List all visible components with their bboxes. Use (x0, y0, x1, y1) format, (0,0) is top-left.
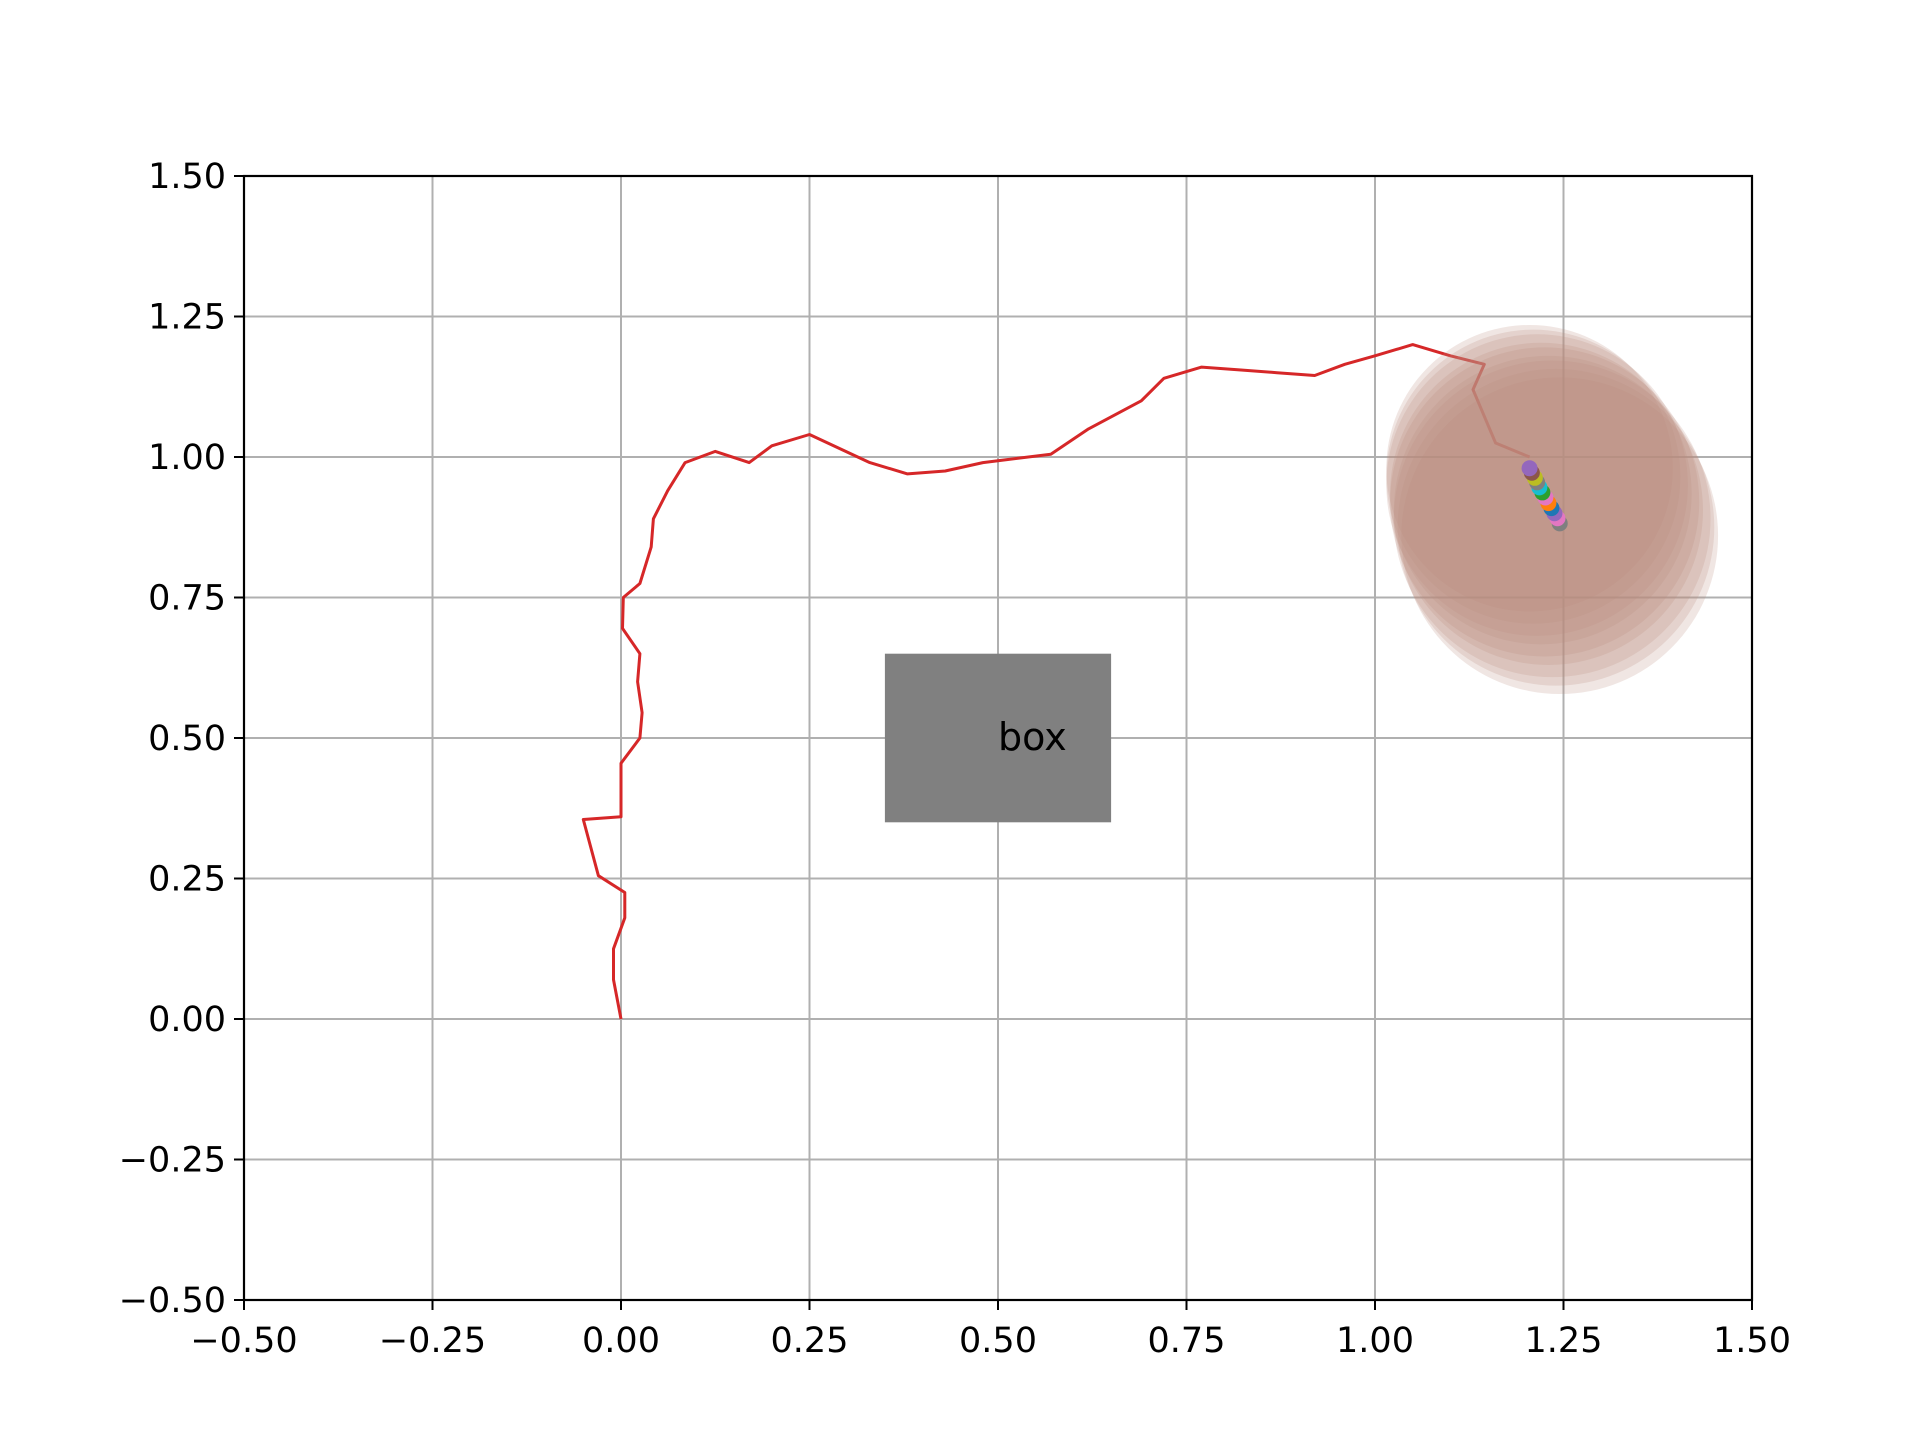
y-tick-label-1: −0.25 (119, 1141, 226, 1181)
x-tick-label-0: −0.50 (190, 1321, 297, 1361)
trajectory-line (581, 343, 1531, 1020)
y-tick-label-2: 0.00 (148, 1000, 226, 1040)
plot-marks: box (581, 324, 1719, 1020)
axes: −0.50 −0.25 0.00 0.25 0.50 0.75 1.00 1.25 1.50 −0… (119, 157, 1791, 1361)
x-tick-label-6: 1.00 (1336, 1321, 1414, 1361)
x-tick-label-7: 1.25 (1525, 1321, 1603, 1361)
x-tick-label-8: 1.50 (1713, 1321, 1791, 1361)
x-tick-label-3: 0.25 (771, 1321, 849, 1361)
y-tick-label-7: 1.25 (148, 298, 226, 338)
x-tick-label-5: 0.75 (1148, 1321, 1226, 1361)
grid-lines (243, 175, 1753, 1301)
y-tick-label-4: 0.50 (148, 719, 226, 759)
y-tick-label-8: 1.50 (148, 157, 226, 197)
x-tick-label-4: 0.50 (959, 1321, 1037, 1361)
y-tick-label-3: 0.25 (148, 860, 226, 900)
y-tick-label-6: 1.00 (148, 438, 226, 478)
obstacle-box (884, 653, 1112, 823)
y-tick-label-0: −0.50 (119, 1281, 226, 1321)
x-tick-label-2: 0.00 (582, 1321, 660, 1361)
uncertainty-circle-8 (1401, 377, 1719, 695)
y-tick-label-5: 0.75 (148, 579, 226, 619)
particle-dot-0 (1521, 460, 1538, 477)
obstacle-label: box (998, 715, 1067, 759)
x-tick-label-1: −0.25 (379, 1321, 486, 1361)
